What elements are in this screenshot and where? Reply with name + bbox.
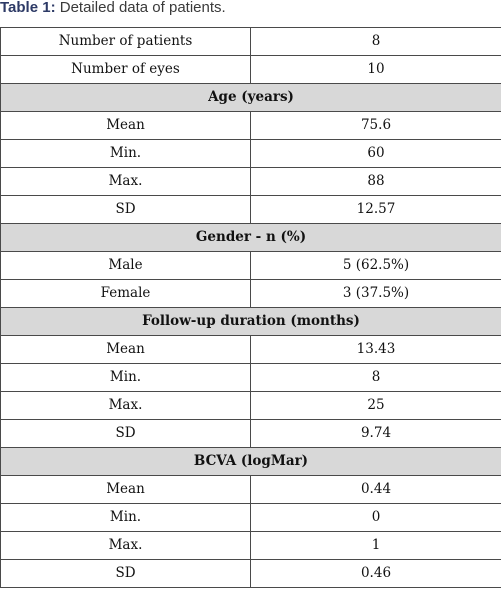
table-row: Number of eyes 10 bbox=[0, 55, 501, 84]
row-label: Male bbox=[0, 251, 251, 280]
row-label: Max. bbox=[0, 531, 251, 560]
table-row: SD 12.57 bbox=[0, 195, 501, 224]
row-value: 75.6 bbox=[250, 111, 501, 140]
row-label: Female bbox=[0, 279, 251, 308]
table-row: Min. 0 bbox=[0, 503, 501, 532]
table-row: Male 5 (62.5%) bbox=[0, 251, 501, 280]
row-label: Number of patients bbox=[0, 27, 251, 56]
section-header-row: Follow-up duration (months) bbox=[0, 307, 501, 336]
row-value: 8 bbox=[250, 27, 501, 56]
table-row: SD 9.74 bbox=[0, 419, 501, 448]
table-row: Max. 88 bbox=[0, 167, 501, 196]
row-label: Min. bbox=[0, 139, 251, 168]
section-header-row: BCVA (logMar) bbox=[0, 447, 501, 476]
table-row: SD 0.46 bbox=[0, 559, 501, 588]
table-row: Mean 13.43 bbox=[0, 335, 501, 364]
section-title: Age (years) bbox=[0, 83, 501, 112]
section-header-row: Gender - n (%) bbox=[0, 223, 501, 252]
row-value: 9.74 bbox=[250, 419, 501, 448]
row-value: 12.57 bbox=[250, 195, 501, 224]
row-value: 3 (37.5%) bbox=[250, 279, 501, 308]
row-label: Max. bbox=[0, 167, 251, 196]
table-row: Female 3 (37.5%) bbox=[0, 279, 501, 308]
table-row: Max. 1 bbox=[0, 531, 501, 560]
row-label: Mean bbox=[0, 475, 251, 504]
row-label: Mean bbox=[0, 111, 251, 140]
row-label: SD bbox=[0, 559, 251, 588]
patient-data-table: Number of patients 8 Number of eyes 10 A… bbox=[0, 27, 501, 588]
table-caption-text: Detailed data of patients. bbox=[55, 0, 226, 16]
row-label: Min. bbox=[0, 363, 251, 392]
table-row: Min. 60 bbox=[0, 139, 501, 168]
row-label: SD bbox=[0, 195, 251, 224]
table-row: Number of patients 8 bbox=[0, 27, 501, 56]
row-value: 0.46 bbox=[250, 559, 501, 588]
table-row: Min. 8 bbox=[0, 363, 501, 392]
table-row: Mean 75.6 bbox=[0, 111, 501, 140]
row-value: 8 bbox=[250, 363, 501, 392]
section-title: BCVA (logMar) bbox=[0, 447, 501, 476]
table-row: Max. 25 bbox=[0, 391, 501, 420]
table-caption: Table 1: Detailed data of patients. bbox=[0, 0, 226, 19]
row-value: 0 bbox=[250, 503, 501, 532]
row-label: Min. bbox=[0, 503, 251, 532]
row-value: 13.43 bbox=[250, 335, 501, 364]
row-value: 88 bbox=[250, 167, 501, 196]
row-value: 0.44 bbox=[250, 475, 501, 504]
row-value: 1 bbox=[250, 531, 501, 560]
row-label: Mean bbox=[0, 335, 251, 364]
table-row: Mean 0.44 bbox=[0, 475, 501, 504]
section-title: Follow-up duration (months) bbox=[0, 307, 501, 336]
row-value: 25 bbox=[250, 391, 501, 420]
table-caption-label: Table 1: bbox=[0, 0, 56, 16]
section-title: Gender - n (%) bbox=[0, 223, 501, 252]
row-value: 60 bbox=[250, 139, 501, 168]
section-header-row: Age (years) bbox=[0, 83, 501, 112]
row-label: Max. bbox=[0, 391, 251, 420]
row-label: Number of eyes bbox=[0, 55, 251, 84]
row-value: 10 bbox=[250, 55, 501, 84]
row-value: 5 (62.5%) bbox=[250, 251, 501, 280]
row-label: SD bbox=[0, 419, 251, 448]
